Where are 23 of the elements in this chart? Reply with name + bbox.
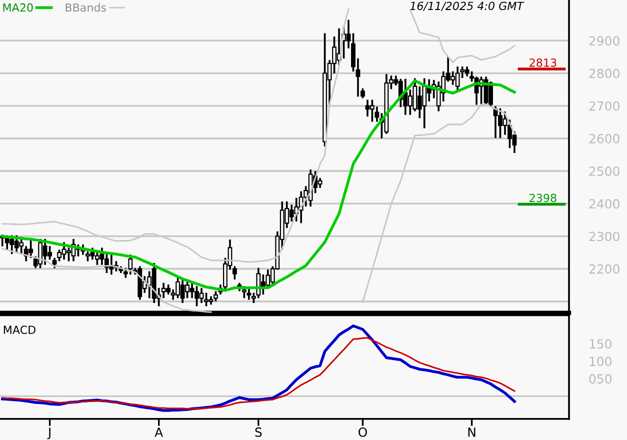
y-tick-label: 150 (590, 339, 612, 349)
x-tick-label: A (154, 428, 164, 437)
y-tick-label: 050 (589, 374, 612, 384)
y-tick-label: 2200 (589, 264, 620, 274)
ref-line-label: 2813 (530, 58, 556, 67)
x-tick-label: S (255, 427, 262, 437)
y-tick-label: 100 (590, 356, 612, 366)
legend-label: BBands (66, 3, 106, 12)
line-series (2, 337, 516, 410)
annotation: 16/11/2025 4:0 GMT (410, 2, 524, 11)
y-tick-label: 2800 (589, 68, 620, 78)
x-tick-label: J (47, 428, 50, 440)
x-tick-label: O (358, 427, 367, 437)
y-tick-label: 2300 (589, 232, 620, 242)
y-tick-label: 2600 (589, 134, 620, 144)
x-tick-label: N (468, 428, 476, 437)
text: MACD (4, 326, 36, 334)
y-tick-label: 2400 (589, 199, 620, 209)
y-tick-label: 2900 (589, 36, 620, 46)
y-tick-label: 2700 (589, 101, 620, 111)
legend-label: MA20 (3, 3, 33, 12)
y-tick-label: 2500 (589, 166, 620, 176)
ref-line-label: 2398 (530, 194, 556, 202)
